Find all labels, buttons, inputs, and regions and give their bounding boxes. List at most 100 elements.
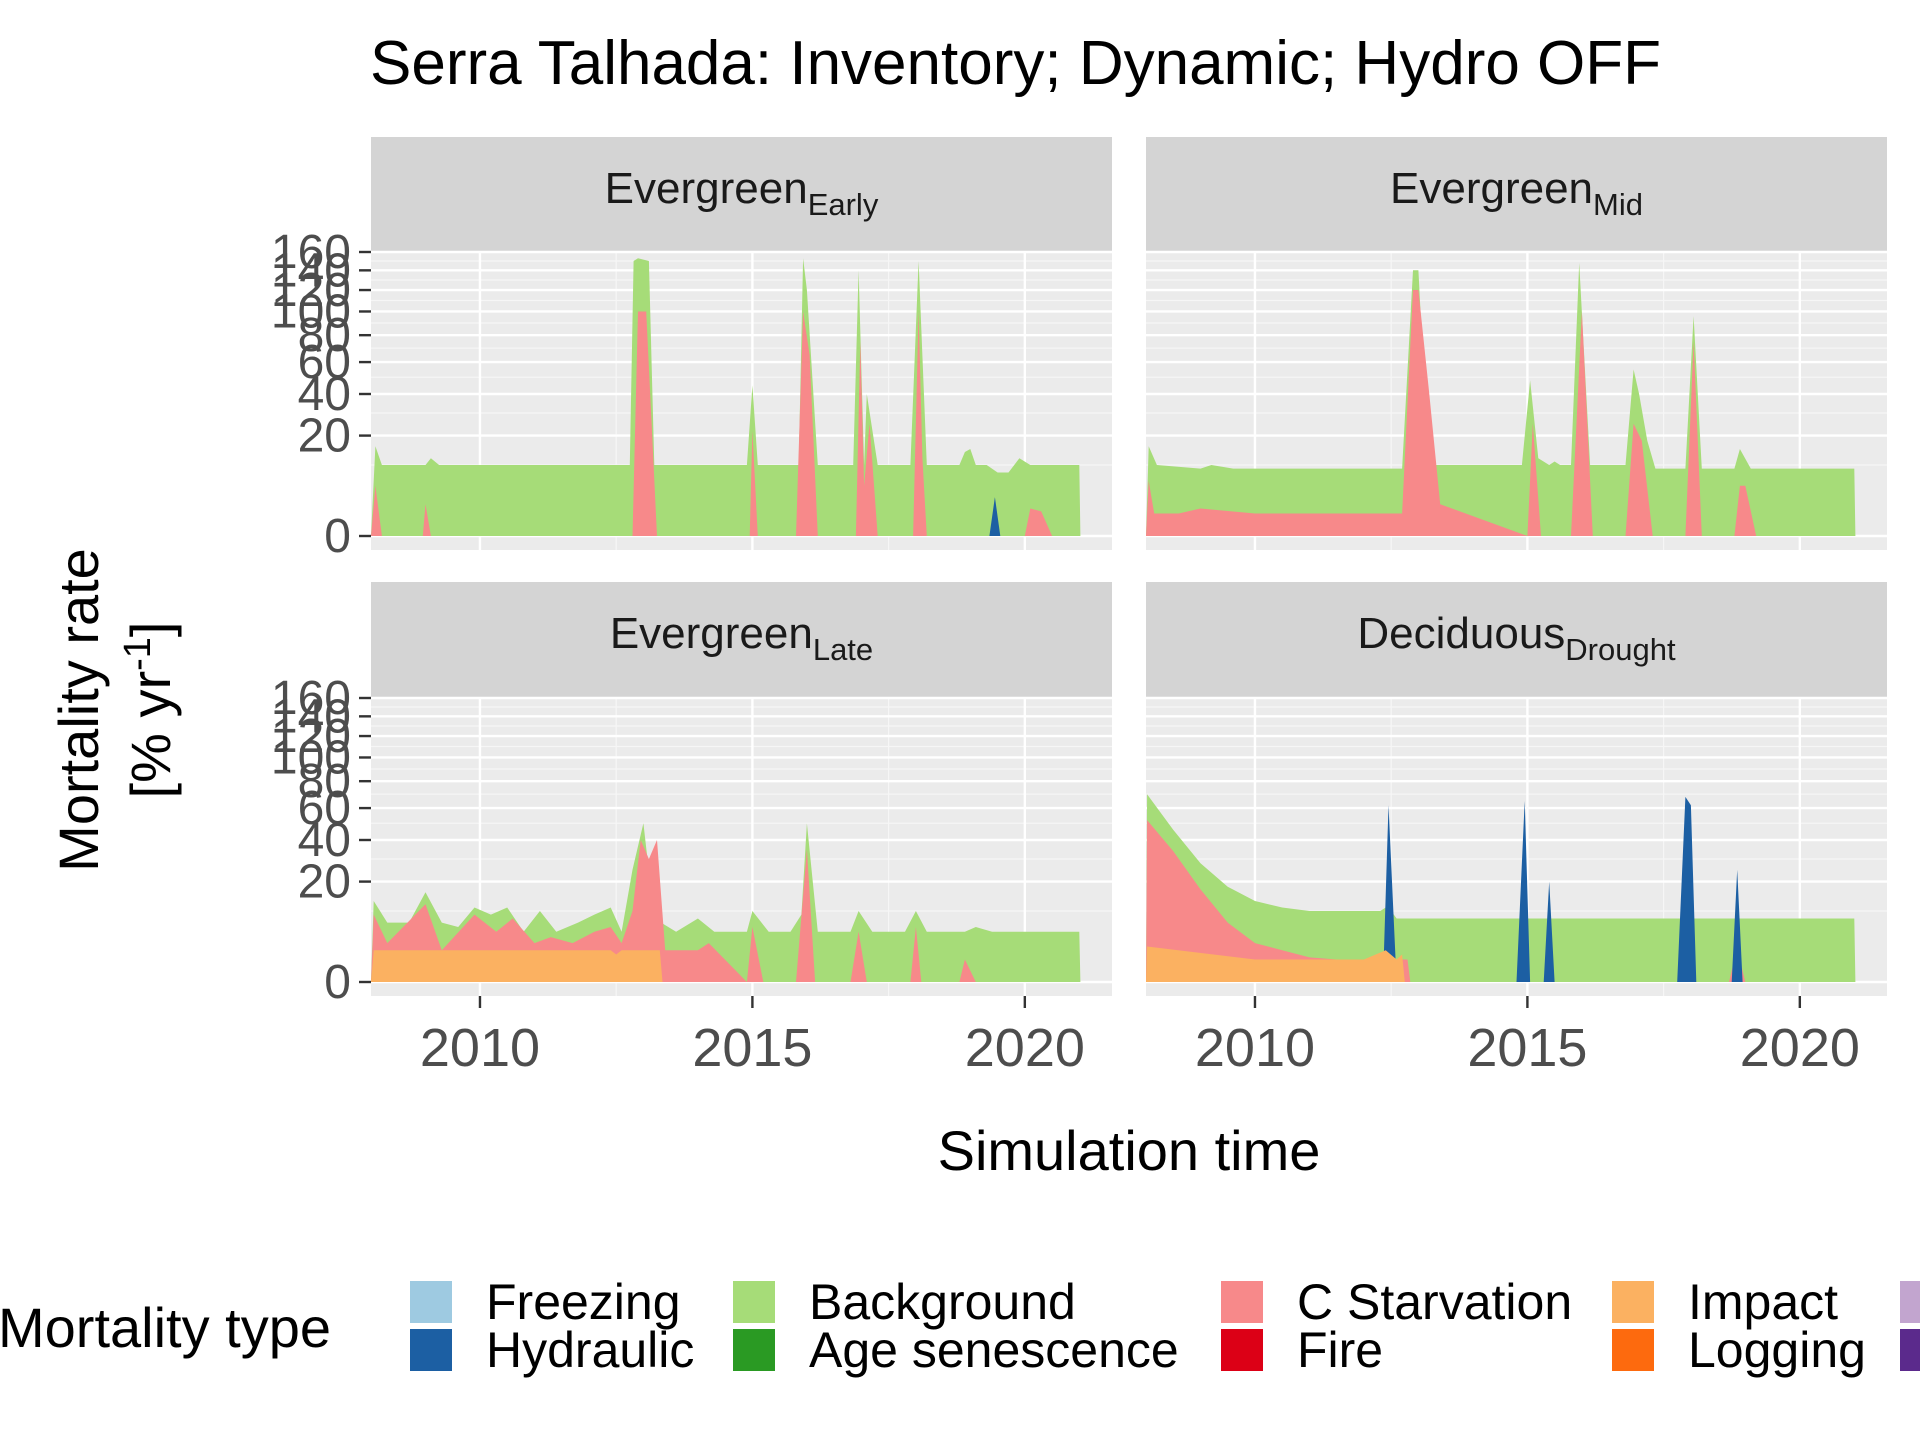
y-axis-unit: [% yr xyxy=(119,671,182,799)
legend-swatch xyxy=(733,1281,775,1323)
legend-label: Logging xyxy=(1688,1322,1866,1378)
facet-panels: EvergreenEarly020406080100120140160Everg… xyxy=(271,137,1887,1078)
panel-strip-label-sub: Late xyxy=(813,632,873,667)
x-axis: 2010 2015 2020 xyxy=(420,996,1085,1078)
legend-swatch xyxy=(733,1329,775,1371)
legend-label: Age senescence xyxy=(809,1322,1179,1378)
y-axis-title-line2: [% yr-1] xyxy=(117,622,182,799)
y-tick-label: 160 xyxy=(271,226,351,279)
legend-item-c-starvation: C Starvation xyxy=(1221,1274,1572,1330)
y-tick-label: 140 xyxy=(271,244,351,297)
legend-item-freezing: Freezing xyxy=(410,1274,681,1330)
panel-strip xyxy=(371,582,1112,698)
series-areas xyxy=(371,258,1081,536)
area-impact xyxy=(1146,946,1405,982)
y-tick-label: 120 xyxy=(271,264,351,317)
legend-item-unlabeled-9 xyxy=(1900,1329,1920,1371)
x-tick-label: 2010 xyxy=(420,1018,540,1078)
y-tick-label: 40 xyxy=(298,814,351,867)
y-axis-title: Mortality rate [% yr-1] xyxy=(47,548,182,872)
gridlines xyxy=(1146,696,1887,996)
area-background xyxy=(1146,262,1856,536)
legend-title: Mortality type xyxy=(0,1296,331,1359)
area-hydraulic xyxy=(989,497,1001,536)
legend-swatch xyxy=(1900,1329,1920,1371)
y-axis-unit-close: ] xyxy=(119,622,182,638)
area-c-starvation xyxy=(371,840,1080,982)
y-tick-label: 80 xyxy=(298,309,351,362)
panel-evergreen-mid: EvergreenMid xyxy=(1146,137,1887,550)
x-axis-title: Simulation time xyxy=(938,1119,1321,1182)
legend-item-age-senescence: Age senescence xyxy=(733,1322,1179,1378)
panel-strip xyxy=(1146,137,1887,252)
y-tick-label: 0 xyxy=(324,956,351,1009)
x-tick-label: 2020 xyxy=(1740,1018,1860,1078)
series-areas xyxy=(371,823,1081,982)
gridlines xyxy=(1146,250,1887,550)
y-tick-label: 60 xyxy=(298,782,351,835)
legend-item-hydraulic: Hydraulic xyxy=(410,1322,694,1378)
area-c-starvation xyxy=(1146,290,1855,536)
legend-swatch xyxy=(1612,1329,1654,1371)
area-background xyxy=(371,258,1081,536)
panel-strip-label-sub: Drought xyxy=(1565,632,1676,667)
y-tick-label: 100 xyxy=(271,731,351,784)
y-tick-label: 20 xyxy=(298,856,351,909)
panel-strip-label-sub: Early xyxy=(808,187,879,222)
y-tick-label: 120 xyxy=(271,710,351,763)
y-tick-label: 0 xyxy=(324,510,351,563)
x-tick-label: 2010 xyxy=(1195,1018,1315,1078)
panel-strip-label: EvergreenMid xyxy=(1390,164,1643,222)
legend-label: Impact xyxy=(1688,1274,1838,1330)
legend-swatch xyxy=(410,1329,452,1371)
series-areas xyxy=(1146,262,1856,536)
chart-title: Serra Talhada: Inventory; Dynamic; Hydro… xyxy=(370,29,1661,98)
panel-strip xyxy=(1146,582,1887,698)
legend-item-background: Background xyxy=(733,1274,1076,1330)
series-areas xyxy=(1146,794,1856,982)
x-tick-label: 2015 xyxy=(692,1018,812,1078)
legend-label: Background xyxy=(809,1274,1076,1330)
panel-strip-label-sub: Mid xyxy=(1593,187,1643,222)
panel-strip xyxy=(371,137,1112,252)
legend-item-fire: Fire xyxy=(1221,1322,1383,1378)
legend-swatch xyxy=(1900,1281,1920,1323)
y-tick-label: 40 xyxy=(298,368,351,421)
y-axis-title-line1: Mortality rate xyxy=(47,548,110,872)
legend-swatch xyxy=(1221,1281,1263,1323)
legend-swatch xyxy=(1221,1329,1263,1371)
panel-strip-label-main: Evergreen xyxy=(610,609,813,658)
legend-swatch xyxy=(1612,1281,1654,1323)
panel-strip-label-main: Deciduous xyxy=(1357,609,1565,658)
y-axis-unit-exponent: -1 xyxy=(117,637,159,671)
legend-label: C Starvation xyxy=(1297,1274,1572,1330)
y-tick-label: 20 xyxy=(298,410,351,463)
legend-swatch xyxy=(410,1281,452,1323)
area-impact xyxy=(371,950,663,982)
y-tick-label: 140 xyxy=(271,690,351,743)
panel-strip-label-main: Evergreen xyxy=(605,164,808,213)
legend-item-logging: Logging xyxy=(1612,1322,1866,1378)
panel-strip-label: EvergreenEarly xyxy=(605,164,879,222)
area-background xyxy=(1146,794,1856,982)
panel-deciduous-drought: DeciduousDrought 2010 2015 2020 xyxy=(1146,582,1887,1078)
x-axis: 2010 2015 2020 xyxy=(1195,996,1860,1078)
legend-item-unlabeled-8 xyxy=(1900,1281,1920,1323)
x-tick-label: 2020 xyxy=(965,1018,1085,1078)
y-tick-label: 160 xyxy=(271,672,351,725)
panel-strip-label: EvergreenLate xyxy=(610,609,873,667)
x-tick-label: 2015 xyxy=(1467,1018,1587,1078)
legend-item-impact: Impact xyxy=(1612,1274,1838,1330)
y-tick-label: 80 xyxy=(298,755,351,808)
legend-label: Hydraulic xyxy=(486,1322,694,1378)
legend-label: Freezing xyxy=(486,1274,681,1330)
y-tick-label: 60 xyxy=(298,336,351,389)
panel-strip-label-main: Evergreen xyxy=(1390,164,1593,213)
